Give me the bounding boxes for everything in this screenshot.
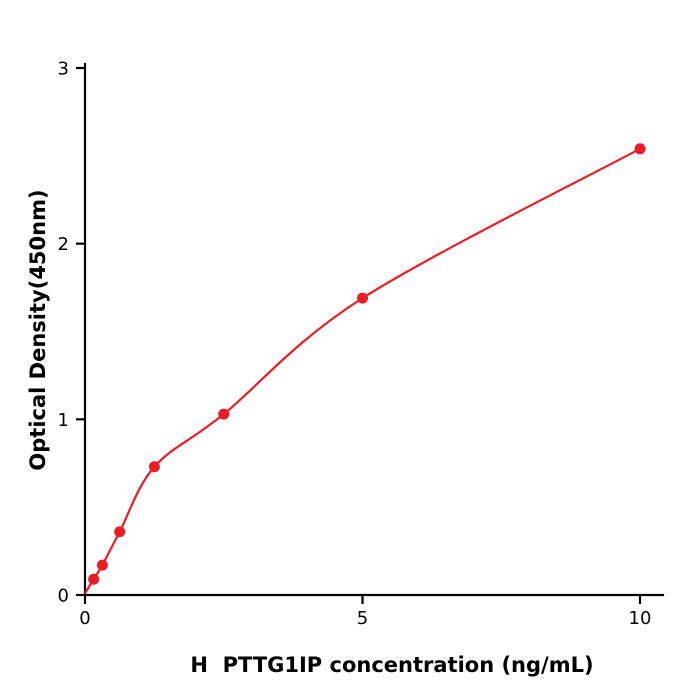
tick-marks [76, 66, 642, 604]
data-point [96, 559, 108, 571]
axes [83, 62, 665, 597]
data-point [218, 408, 230, 420]
x-tick-label: 10 [629, 608, 652, 629]
tick-labels: 0 5 10 0 1 2 3 [58, 59, 652, 630]
data-point [114, 526, 126, 538]
data-point [148, 461, 160, 473]
data-point [357, 292, 368, 304]
x-tick-label: 5 [357, 608, 368, 629]
data-point [634, 143, 646, 155]
data-point [88, 573, 100, 585]
x-axis-label: H PTTG1IP concentration (ng/mL) [190, 653, 593, 677]
x-tick-label: 0 [79, 608, 90, 629]
y-tick-label: 3 [58, 59, 69, 80]
data-points [88, 143, 646, 585]
fit-curve-line [84, 147, 641, 594]
y-tick-label: 0 [58, 586, 69, 607]
y-axis-label: Optical Density(450nm) [26, 189, 50, 470]
y-tick-label: 2 [58, 234, 69, 255]
y-tick-label: 1 [58, 410, 69, 431]
